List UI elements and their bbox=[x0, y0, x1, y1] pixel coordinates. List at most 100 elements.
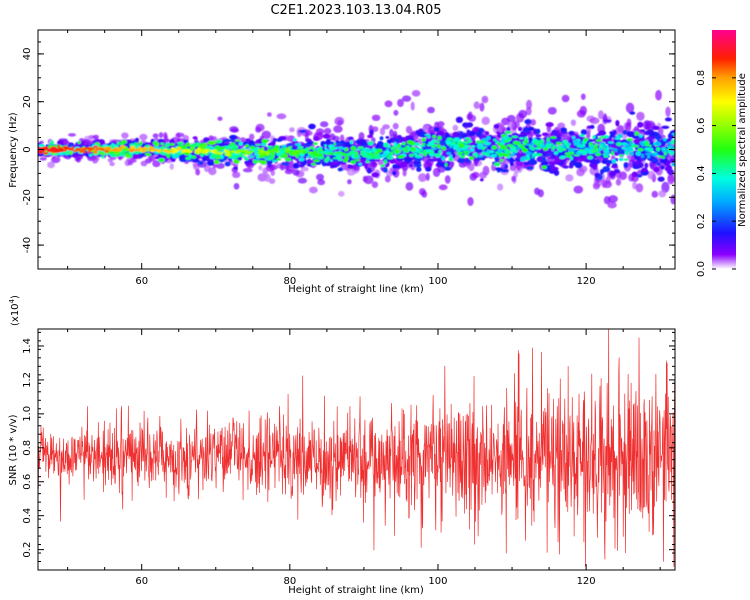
heatmap-core-blob bbox=[614, 148, 618, 152]
colorbar-tick-label: 0.8 bbox=[696, 70, 707, 86]
heatmap-core-blob bbox=[434, 153, 442, 158]
heatmap-core-blob bbox=[169, 143, 176, 146]
heatmap-body-blob bbox=[245, 138, 251, 142]
heatmap-halo-blob bbox=[292, 169, 300, 176]
heatmap-ridge-blob bbox=[334, 152, 340, 154]
heatmap-core-blob bbox=[654, 142, 660, 146]
heatmap-core-blob bbox=[666, 145, 674, 149]
heatmap-core-blob bbox=[333, 143, 337, 146]
heatmap-body-blob bbox=[474, 127, 479, 133]
heatmap-halo-blob bbox=[217, 116, 223, 121]
heatmap-halo-blob bbox=[642, 120, 652, 130]
heatmap-halo-blob bbox=[297, 177, 307, 184]
heatmap-body-blob bbox=[609, 133, 615, 138]
heatmap-core-blob bbox=[452, 144, 459, 148]
heatmap-ridge-blob bbox=[346, 152, 350, 156]
heatmap-core-blob bbox=[588, 142, 593, 147]
heatmap-core-blob bbox=[481, 152, 487, 155]
heatmap-core-blob bbox=[233, 159, 240, 164]
heatmap-body-blob bbox=[612, 129, 617, 135]
heatmap-halo-blob bbox=[258, 165, 263, 171]
heatmap-core-blob bbox=[306, 155, 310, 159]
heatmap-core-blob bbox=[503, 147, 508, 150]
y-tick-label: 1.2 bbox=[22, 372, 33, 388]
heatmap-core-blob bbox=[651, 153, 656, 156]
heatmap-body-blob bbox=[627, 131, 635, 138]
heatmap-body-blob bbox=[506, 126, 511, 133]
heatmap-core-blob bbox=[462, 141, 470, 144]
heatmap-core-blob bbox=[215, 139, 223, 144]
heatmap-halo-blob bbox=[509, 164, 516, 171]
heatmap-halo-blob bbox=[625, 102, 635, 114]
heatmap-core-blob bbox=[155, 142, 160, 147]
heatmap-body-blob bbox=[596, 133, 603, 137]
heatmap-halo-blob bbox=[547, 107, 557, 115]
heatmap-core-blob bbox=[144, 152, 151, 156]
heatmap-core-blob bbox=[616, 141, 622, 147]
heatmap-body-blob bbox=[500, 168, 509, 173]
heatmap-halo-blob bbox=[262, 171, 269, 180]
heatmap-halo-blob bbox=[121, 132, 129, 139]
heatmap-halo-blob bbox=[526, 99, 532, 110]
heatmap-core-blob bbox=[60, 152, 65, 155]
heatmap-body-blob bbox=[508, 140, 514, 145]
heatmap-ridge-blob bbox=[83, 147, 88, 151]
heatmap-body-blob bbox=[640, 129, 646, 133]
heatmap-ridge-blob bbox=[50, 150, 56, 153]
snr-y-scale-factor: (x104) bbox=[8, 295, 21, 326]
heatmap-core-blob bbox=[452, 139, 458, 142]
heatmap-halo-blob bbox=[479, 102, 485, 112]
heatmap-core-blob bbox=[462, 150, 470, 154]
heatmap-core-blob bbox=[313, 142, 318, 146]
heatmap-core-blob bbox=[486, 136, 491, 140]
y-tick-label: 40 bbox=[22, 48, 33, 61]
heatmap-body-blob bbox=[633, 138, 642, 144]
heatmap-ridge-blob bbox=[265, 151, 270, 154]
heatmap-body-blob bbox=[429, 158, 438, 162]
heatmap-halo-blob bbox=[233, 183, 240, 190]
heatmap-halo-blob bbox=[389, 128, 394, 138]
heatmap-halo-blob bbox=[393, 109, 399, 116]
heatmap-body-blob bbox=[369, 129, 374, 136]
heatmap-core-blob bbox=[493, 162, 501, 167]
heatmap-body-blob bbox=[594, 172, 601, 178]
heatmap-core-blob bbox=[349, 150, 356, 155]
heatmap-core-blob bbox=[566, 144, 570, 149]
colorbar-gradient bbox=[712, 30, 736, 269]
heatmap-body-blob bbox=[606, 162, 611, 167]
heatmap-body-blob bbox=[541, 156, 547, 163]
heatmap-halo-blob bbox=[358, 132, 365, 141]
heatmap-core-blob bbox=[578, 150, 586, 153]
heatmap-core-blob bbox=[383, 150, 391, 154]
heatmap-core-blob bbox=[383, 159, 388, 164]
heatmap-core-blob bbox=[607, 141, 614, 144]
heatmap-core-blob bbox=[583, 137, 589, 142]
heatmap-core-blob bbox=[380, 164, 385, 168]
heatmap-body-blob bbox=[233, 166, 238, 171]
heatmap-ridge-blob bbox=[258, 149, 262, 151]
heatmap-core-blob bbox=[432, 134, 437, 139]
heatmap-body-blob bbox=[519, 134, 528, 138]
heatmap-x-label: Height of straight line (km) bbox=[288, 284, 424, 295]
heatmap-halo-blob bbox=[309, 186, 318, 194]
heatmap-halo-blob bbox=[592, 182, 601, 190]
heatmap-core-blob bbox=[436, 144, 441, 149]
heatmap-halo-blob bbox=[601, 179, 607, 188]
heatmap-core-blob bbox=[231, 148, 235, 151]
colorbar-label: Normalized spectral amplitude bbox=[737, 73, 748, 227]
heatmap-core-blob bbox=[525, 151, 532, 155]
heatmap-body-blob bbox=[609, 131, 614, 135]
heatmap-core-blob bbox=[583, 147, 590, 152]
heatmap-core-blob bbox=[113, 150, 118, 155]
heatmap-body-blob bbox=[419, 131, 428, 138]
heatmap-ridge-blob bbox=[239, 149, 245, 152]
heatmap-ridge-blob bbox=[112, 148, 116, 152]
heatmap-core-blob bbox=[202, 142, 208, 147]
heatmap-halo-blob bbox=[269, 178, 276, 185]
heatmap-core-blob bbox=[281, 144, 287, 148]
heatmap-core-blob bbox=[186, 142, 190, 146]
heatmap-ridge-blob bbox=[120, 145, 126, 149]
heatmap-halo-blob bbox=[334, 116, 345, 126]
heatmap-core-blob bbox=[500, 139, 505, 143]
